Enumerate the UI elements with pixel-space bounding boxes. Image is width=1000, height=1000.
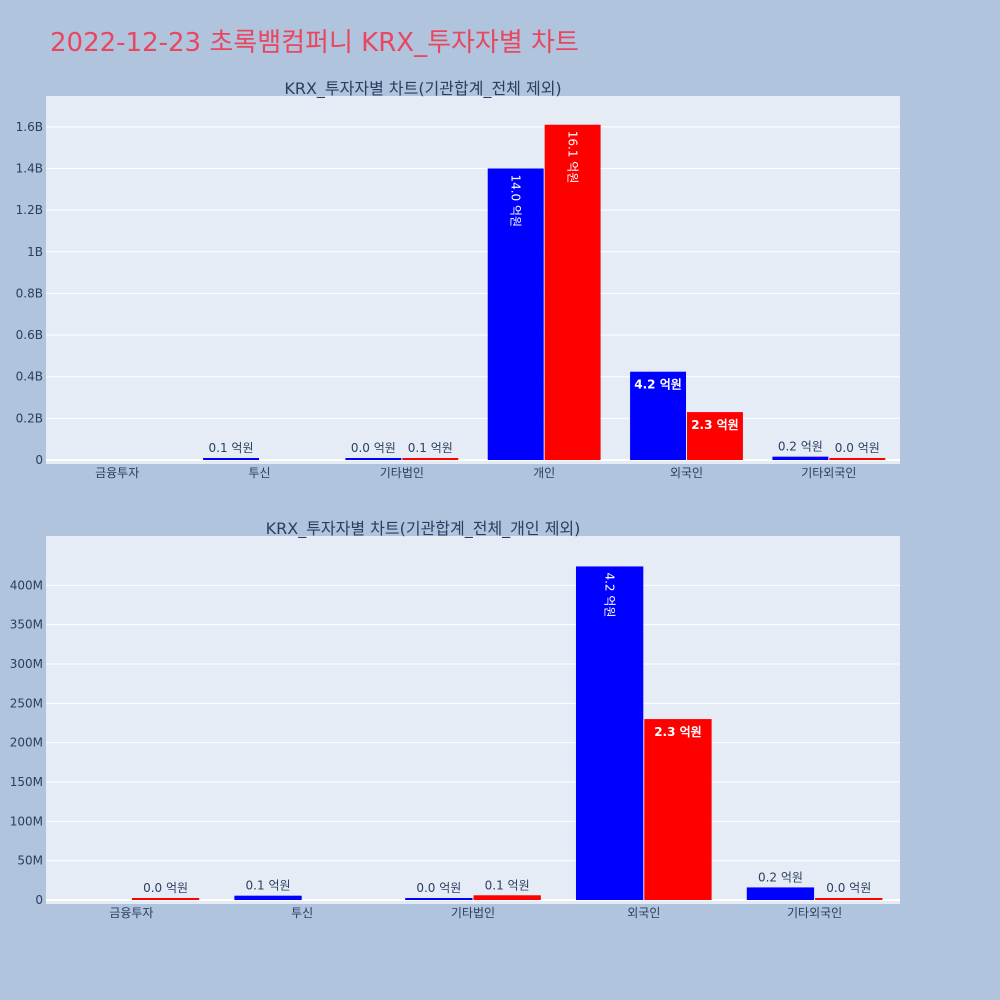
data-label: 0.0 억원 xyxy=(416,881,461,895)
x-tick-label: 외국인 xyxy=(627,906,660,920)
data-label: 0.0 억원 xyxy=(143,881,188,895)
y-tick-label: 300M xyxy=(10,657,43,671)
data-label: 2.3 억원 xyxy=(654,725,702,739)
x-tick-label: 기타법인 xyxy=(451,906,495,920)
data-label: 4.2 억원 xyxy=(634,378,682,392)
data-label: 16.1 억원 xyxy=(566,131,580,184)
investor-chart-excluding-institutions-and-individuals: KRX_투자자별 차트(기관합계_전체_개인 제외) 0 50M 100M 150M 20… xyxy=(10,519,900,920)
bar xyxy=(402,458,459,460)
x-tick-label: 투신 xyxy=(291,906,313,920)
y-tick-label: 50M xyxy=(17,854,43,868)
page-title: 2022-12-23 초록뱀컴퍼니 KRX_투자자별 차트 xyxy=(50,28,579,58)
bar xyxy=(575,566,644,900)
data-label: 0.0 억원 xyxy=(351,441,396,455)
y-tick-label: 0 xyxy=(35,893,43,907)
bar xyxy=(487,168,544,460)
data-label: 0.1 억원 xyxy=(209,441,254,455)
bar xyxy=(815,898,883,900)
data-label: 0.1 억원 xyxy=(485,878,530,892)
y-tick-label: 1.4B xyxy=(16,161,43,175)
data-label: 0.1 억원 xyxy=(246,879,291,893)
data-label: 4.2 억원 xyxy=(603,572,617,617)
x-tick-label: 개인 xyxy=(533,466,555,480)
data-label: 0.2 억원 xyxy=(758,870,803,884)
y-tick-label: 100M xyxy=(10,814,43,828)
bar xyxy=(772,456,829,460)
y-tick-label: 150M xyxy=(10,775,43,789)
data-label: 2.3 억원 xyxy=(691,418,739,432)
x-tick-label: 기타외국인 xyxy=(787,906,842,920)
data-label: 0.0 억원 xyxy=(826,881,871,895)
y-tick-label: 1.6B xyxy=(16,120,43,134)
y-tick-label: 200M xyxy=(10,736,43,750)
data-label: 0.1 억원 xyxy=(408,441,453,455)
investor-chart-excluding-institutions: KRX_투자자별 차트(기관합계_전체 제외) 0 0.2B 0.4B 0.6B 0.8B… xyxy=(16,79,900,480)
bar xyxy=(473,895,541,900)
x-tick-label: 기타외국인 xyxy=(801,466,856,480)
chart-title: KRX_투자자별 차트(기관합계_전체_개인 제외) xyxy=(266,519,581,539)
plot-area xyxy=(46,536,900,904)
y-tick-label: 0.2B xyxy=(16,411,43,425)
y-tick-label: 0.4B xyxy=(16,370,43,384)
bar xyxy=(644,719,712,900)
y-tick-label: 1.2B xyxy=(16,203,43,217)
plot-area xyxy=(46,96,900,464)
data-label: 0.0 억원 xyxy=(835,441,880,455)
bar xyxy=(405,898,473,900)
bar xyxy=(687,412,743,460)
bar xyxy=(203,458,259,460)
y-tick-label: 250M xyxy=(10,696,43,710)
x-tick-label: 투신 xyxy=(248,466,270,480)
bar xyxy=(131,898,200,900)
data-label: 0.2 억원 xyxy=(778,440,823,454)
bar xyxy=(345,458,402,460)
bar xyxy=(746,887,815,900)
y-tick-label: 400M xyxy=(10,578,43,592)
x-tick-label: 금융투자 xyxy=(109,906,153,920)
y-tick-label: 0.8B xyxy=(16,286,43,300)
data-label: 14.0 억원 xyxy=(509,174,523,227)
bar xyxy=(630,371,686,460)
bar xyxy=(544,124,601,460)
y-tick-label: 0.6B xyxy=(16,328,43,342)
bar xyxy=(234,895,302,900)
x-tick-label: 기타법인 xyxy=(380,466,424,480)
y-tick-label: 350M xyxy=(10,618,43,632)
x-tick-label: 금융투자 xyxy=(95,466,139,480)
bar xyxy=(829,458,886,460)
x-tick-label: 외국인 xyxy=(670,466,703,480)
y-tick-label: 0 xyxy=(35,453,43,467)
chart-title: KRX_투자자별 차트(기관합계_전체 제외) xyxy=(284,79,561,99)
y-tick-label: 1B xyxy=(27,245,43,259)
